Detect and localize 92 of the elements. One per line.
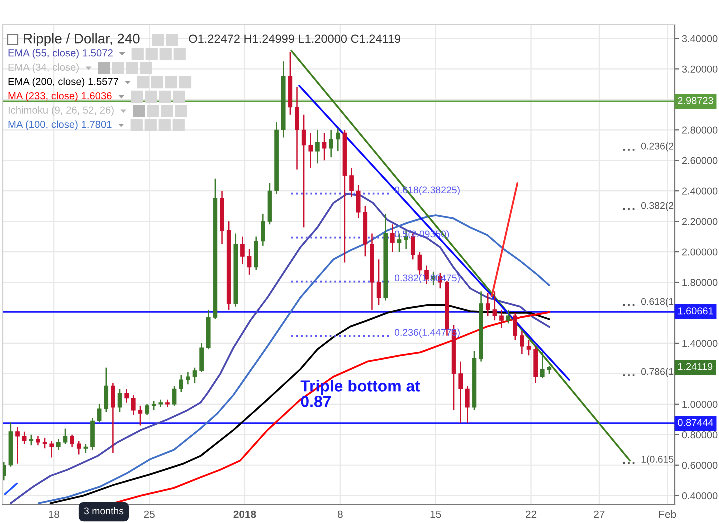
x-tick-label: 8 bbox=[338, 510, 343, 518]
x-tick-label: 25 bbox=[144, 510, 155, 518]
candlestick bbox=[316, 130, 320, 164]
candlestick bbox=[36, 436, 40, 446]
y-tick-label: 2.40000 bbox=[682, 188, 718, 195]
candlestick bbox=[540, 352, 545, 380]
text: EMA (200, close) 1.5577 bbox=[8, 78, 119, 88]
y-tick-label: 1.00000 bbox=[682, 401, 718, 408]
candlestick bbox=[118, 388, 122, 413]
line-series bbox=[50, 304, 550, 504]
candlestick bbox=[295, 86, 300, 170]
y-tick-label: 2.60000 bbox=[682, 157, 718, 164]
candlestick bbox=[329, 130, 334, 158]
text: 3 months bbox=[84, 507, 124, 515]
candlestick bbox=[56, 438, 61, 451]
candlestick bbox=[42, 437, 48, 450]
y-tick-label: 1.40000 bbox=[682, 340, 718, 348]
candlestick bbox=[16, 426, 20, 464]
candlestick bbox=[192, 367, 198, 384]
legend-label: EMA (34, close) bbox=[8, 64, 79, 74]
y-tick-label: 2.80000 bbox=[682, 126, 718, 134]
candlestick bbox=[152, 400, 156, 412]
ref-line-label: 2.98723 bbox=[678, 97, 714, 104]
y-tick-label: 2.20000 bbox=[682, 218, 718, 226]
candlestick bbox=[492, 291, 498, 322]
series-label: 0.236(2 bbox=[641, 142, 674, 152]
candlestick bbox=[486, 292, 490, 317]
x-tick-label: 22 bbox=[526, 510, 537, 518]
y-tick-label: 0.80000 bbox=[682, 432, 718, 439]
candlestick bbox=[63, 428, 68, 445]
candlestick bbox=[247, 248, 252, 276]
candlestick bbox=[84, 443, 88, 454]
candlestick bbox=[29, 434, 34, 446]
candlestick bbox=[466, 386, 470, 424]
candlestick bbox=[22, 431, 27, 445]
y-tick-label: 0.60000 bbox=[682, 462, 718, 470]
candlestick bbox=[261, 213, 266, 247]
candlestick bbox=[131, 394, 136, 416]
text: MA (100, close) 1.7801 bbox=[8, 120, 112, 130]
candlestick bbox=[76, 440, 82, 456]
series-label: 0.382(2 bbox=[641, 202, 674, 212]
candlestick bbox=[513, 312, 518, 342]
candlestick bbox=[186, 372, 190, 386]
candlestick bbox=[111, 382, 116, 454]
candlestick bbox=[179, 374, 184, 393]
y-tick-label: 1.80000 bbox=[682, 279, 718, 286]
candlestick bbox=[124, 388, 129, 404]
candlestick bbox=[145, 404, 150, 416]
candlestick bbox=[3, 462, 6, 482]
candlestick bbox=[356, 184, 361, 220]
y-tick-label: 2.00000 bbox=[682, 248, 718, 256]
candlestick bbox=[526, 340, 532, 356]
candlestick bbox=[138, 405, 143, 426]
series-label: 1(0.615 bbox=[642, 456, 674, 465]
candlestick bbox=[50, 440, 54, 458]
text: MA (233, close) 1.6036 bbox=[8, 92, 112, 102]
candlestick bbox=[104, 367, 109, 413]
y-tick-label: 3.20000 bbox=[682, 66, 718, 73]
x-tick-label: 18 bbox=[49, 510, 60, 518]
candlestick bbox=[390, 224, 395, 253]
series-label: 0.618(1 bbox=[641, 298, 674, 308]
candlestick bbox=[322, 132, 327, 162]
candlestick bbox=[500, 309, 504, 329]
x-tick-label: 15 bbox=[430, 510, 442, 518]
candlestick bbox=[506, 309, 511, 324]
candlestick bbox=[520, 330, 524, 355]
legend-label: Ichimoku (9, 26, 52, 26) bbox=[8, 106, 114, 116]
candlestick bbox=[418, 251, 422, 276]
x-tick-label: 2018 bbox=[234, 510, 256, 518]
y-tick-label: 0.40000 bbox=[682, 492, 718, 500]
x-tick-label: 27 bbox=[594, 510, 605, 518]
candlestick bbox=[200, 342, 204, 374]
y-tick-label: 3.40000 bbox=[682, 35, 718, 42]
text: O1.22472 H1.24999 L1.20000 C1.24119 bbox=[189, 34, 401, 44]
text: Ripple / Dollar, 240 bbox=[24, 34, 140, 46]
ref-line-label: 1.60661 bbox=[678, 308, 714, 315]
candlestick bbox=[97, 404, 102, 424]
candlestick bbox=[240, 236, 245, 265]
x-tick-label: Feb bbox=[659, 510, 676, 518]
candlestick bbox=[336, 128, 340, 152]
candlestick bbox=[172, 386, 177, 407]
candlestick bbox=[302, 114, 306, 228]
series-label: 0.786(1 bbox=[641, 368, 674, 378]
candlestick bbox=[70, 434, 74, 448]
text: 1.24119 bbox=[678, 363, 713, 370]
ref-line-label: 0.87444 bbox=[678, 419, 714, 426]
candlestick bbox=[458, 361, 463, 424]
candlestick bbox=[376, 259, 382, 306]
candlestick bbox=[350, 168, 354, 198]
candlestick bbox=[308, 132, 314, 169]
text: EMA (55, close) 1.5072 bbox=[8, 49, 113, 59]
line-series bbox=[112, 312, 550, 504]
